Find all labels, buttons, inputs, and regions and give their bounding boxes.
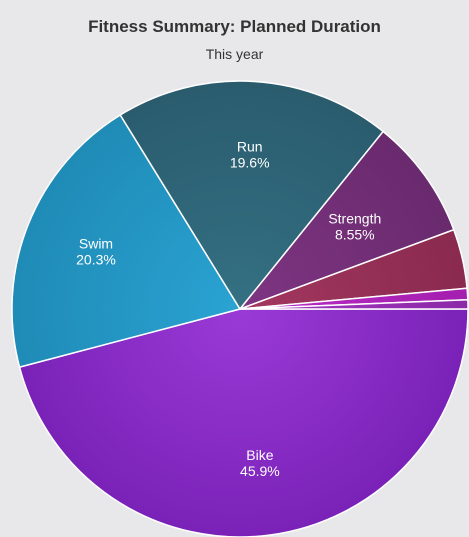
pie-slice-strength[interactable] [239, 130, 455, 310]
slice-label-bike: Bike [246, 447, 273, 463]
slice-label-swim: Swim [79, 236, 113, 252]
slice-value-strength: 8.55% [335, 227, 375, 243]
slice-label-strength: Strength [328, 211, 381, 227]
chart-subtitle: This year [205, 46, 264, 62]
pie-slice-bike[interactable] [18, 308, 469, 537]
pie-slice-swim[interactable] [11, 114, 241, 368]
slice-value-swim: 20.3% [76, 252, 116, 268]
pie-slice-run[interactable] [119, 80, 384, 310]
slice-label-run: Run [237, 138, 263, 154]
slice-value-bike: 45.9% [240, 463, 280, 479]
slice-value-run: 19.6% [230, 154, 270, 170]
pie-slice-other-6[interactable] [239, 298, 469, 310]
chart-title: Fitness Summary: Planned Duration [88, 17, 381, 36]
